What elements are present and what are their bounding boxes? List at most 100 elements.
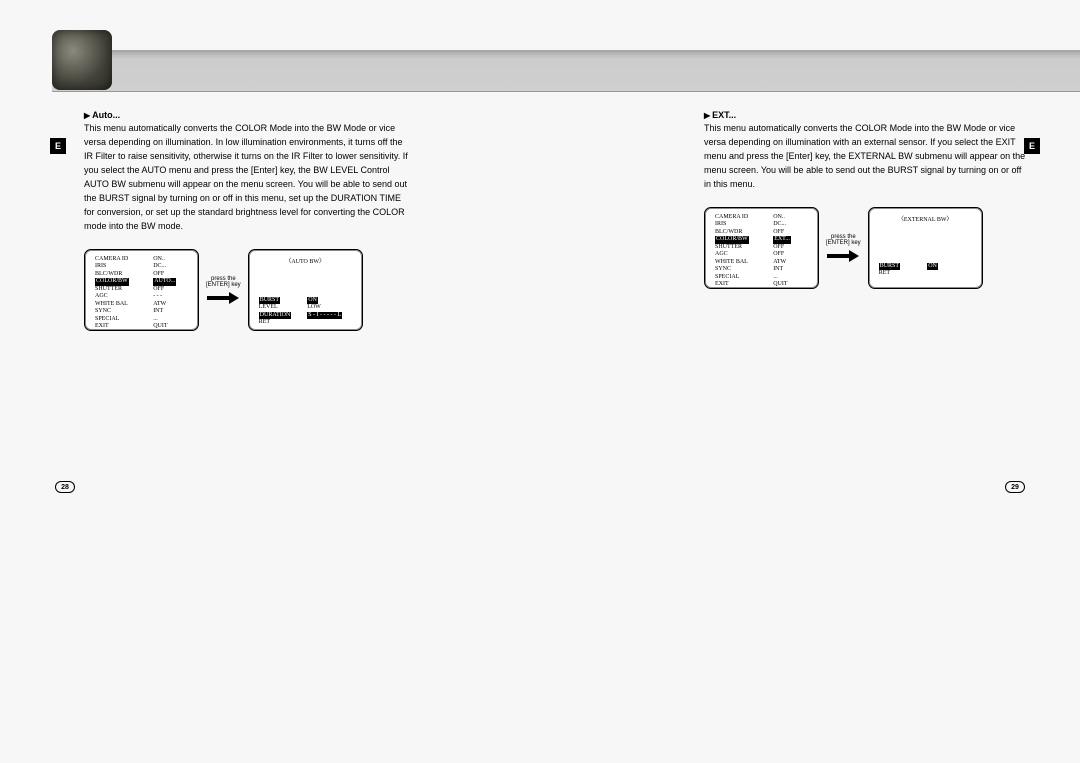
menu-row: SPECIAL... [93, 316, 190, 324]
menu-row: COLOR/BWEXT... [713, 236, 810, 244]
menu-row: AGC- - - [93, 293, 190, 301]
menu-row: SYNCINT [93, 308, 190, 316]
left-arrow-text: press the[ENTER] key [206, 276, 241, 289]
menu-row: WHITE BALATW [713, 259, 810, 267]
menu-cell: OFF [771, 229, 810, 237]
menu-cell: DC... [771, 221, 810, 229]
menu-cell: - - - [151, 293, 190, 301]
header-thumbnail [52, 30, 112, 90]
menu-cell: CAMERA ID [93, 256, 151, 264]
triangle-icon: ▶ [704, 111, 710, 120]
menu-row: WHITE BALATW [93, 301, 190, 309]
left-section-title: ▶Auto... [84, 110, 410, 120]
menu-cell: OFF [771, 244, 810, 252]
menu-cell: ... [151, 316, 190, 324]
right-body-text: This menu automatically converts the COL… [704, 122, 1030, 192]
menu-row: RET [257, 319, 354, 327]
menu-cell: INT [771, 266, 810, 274]
menu-cell: AUTO... [151, 278, 190, 286]
menu-cell [925, 270, 974, 278]
menu-cell: CAMERA ID [713, 214, 771, 222]
menu-cell [305, 319, 354, 327]
menu-cell: OFF [771, 251, 810, 259]
left-diagram: CAMERA IDON..IRISDC...BLC/WDROFFCOLOR/BW… [84, 249, 410, 331]
menu-cell: SPECIAL [713, 274, 771, 282]
left-column: E ▶Auto... This menu automatically conve… [50, 110, 410, 331]
menu-row: BLC/WDROFF [713, 229, 810, 237]
menu-row: EXITQUIT [713, 281, 810, 289]
right-sub-menu-table: BURSTONRET [877, 263, 974, 278]
menu-cell: SPECIAL [93, 316, 151, 324]
menu-row: BURSTON [877, 263, 974, 271]
menu-cell: IRIS [713, 221, 771, 229]
menu-cell: QUIT [771, 281, 810, 289]
menu-cell: BURST [877, 263, 926, 271]
right-arrow-block: press the[ENTER] key [826, 234, 861, 262]
menu-cell: S - I - - - - - L [305, 312, 354, 320]
menu-cell: ATW [151, 301, 190, 309]
menu-row: RET [877, 270, 974, 278]
right-section-title: ▶EXT... [704, 110, 1030, 120]
right-title-text: EXT... [712, 110, 736, 120]
menu-row: BURSTON [257, 297, 354, 305]
left-sub-menu-table: BURSTONLEVELLOWDURATIONS - I - - - - - L… [257, 297, 354, 327]
language-badge-right: E [1024, 138, 1040, 154]
left-main-menu-panel: CAMERA IDON..IRISDC...BLC/WDROFFCOLOR/BW… [84, 249, 199, 331]
right-column: E ▶EXT... This menu automatically conver… [670, 110, 1030, 331]
menu-row: AGCOFF [713, 251, 810, 259]
right-sub-menu-panel: EXTERNAL BW BURSTONRET [868, 207, 983, 289]
left-body-text: This menu automatically converts the COL… [84, 122, 410, 234]
menu-cell: LOW [305, 304, 354, 312]
menu-cell: BLC/WDR [93, 271, 151, 279]
content-columns: E ▶Auto... This menu automatically conve… [50, 110, 1030, 331]
page-number-left: 28 [55, 481, 75, 493]
menu-cell: EXIT [713, 281, 771, 289]
menu-cell: ON [305, 297, 354, 305]
menu-row: SHUTTEROFF [93, 286, 190, 294]
menu-row: LEVELLOW [257, 304, 354, 312]
header-band [52, 50, 1080, 92]
menu-cell: QUIT [151, 323, 190, 331]
menu-cell: SYNC [713, 266, 771, 274]
arrow-right-icon [207, 292, 239, 304]
menu-cell: ON [925, 263, 974, 271]
menu-row: SYNCINT [713, 266, 810, 274]
menu-row: IRISDC... [93, 263, 190, 271]
menu-row: DURATIONS - I - - - - - L [257, 312, 354, 320]
menu-cell: WHITE BAL [713, 259, 771, 267]
menu-cell: COLOR/BW [713, 236, 771, 244]
menu-cell: WHITE BAL [93, 301, 151, 309]
menu-row: CAMERA IDON.. [93, 256, 190, 264]
language-badge-left: E [50, 138, 66, 154]
page-root: E ▶Auto... This menu automatically conve… [0, 0, 1080, 763]
left-main-menu-table: CAMERA IDON..IRISDC...BLC/WDROFFCOLOR/BW… [93, 256, 190, 331]
menu-row: EXITQUIT [93, 323, 190, 331]
menu-cell: BURST [257, 297, 306, 305]
left-title-text: Auto... [92, 110, 120, 120]
right-main-menu-table: CAMERA IDON..IRISDC...BLC/WDROFFCOLOR/BW… [713, 214, 810, 289]
menu-cell: EXT... [771, 236, 810, 244]
page-number-right: 29 [1005, 481, 1025, 493]
menu-cell: EXIT [93, 323, 151, 331]
menu-cell: RET [257, 319, 306, 327]
menu-row: SHUTTEROFF [713, 244, 810, 252]
menu-cell: RET [877, 270, 926, 278]
menu-cell: ON.. [151, 256, 190, 264]
menu-cell: SHUTTER [93, 286, 151, 294]
menu-cell: AGC [93, 293, 151, 301]
arrow-right-icon [827, 250, 859, 262]
menu-cell: LEVEL [257, 304, 306, 312]
triangle-icon: ▶ [84, 111, 90, 120]
right-arrow-text: press the[ENTER] key [826, 234, 861, 247]
menu-cell: OFF [151, 271, 190, 279]
menu-cell: COLOR/BW [93, 278, 151, 286]
menu-row: CAMERA IDON.. [713, 214, 810, 222]
menu-cell: SYNC [93, 308, 151, 316]
menu-cell: BLC/WDR [713, 229, 771, 237]
left-arrow-block: press the[ENTER] key [206, 276, 241, 304]
menu-cell: IRIS [93, 263, 151, 271]
menu-cell: OFF [151, 286, 190, 294]
menu-cell: SHUTTER [713, 244, 771, 252]
left-sub-title: AUTO BW [257, 256, 354, 265]
menu-row: SPECIAL... [713, 274, 810, 282]
